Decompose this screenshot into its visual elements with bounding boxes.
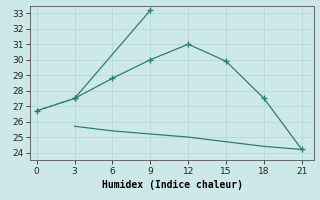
X-axis label: Humidex (Indice chaleur): Humidex (Indice chaleur) xyxy=(102,180,243,190)
